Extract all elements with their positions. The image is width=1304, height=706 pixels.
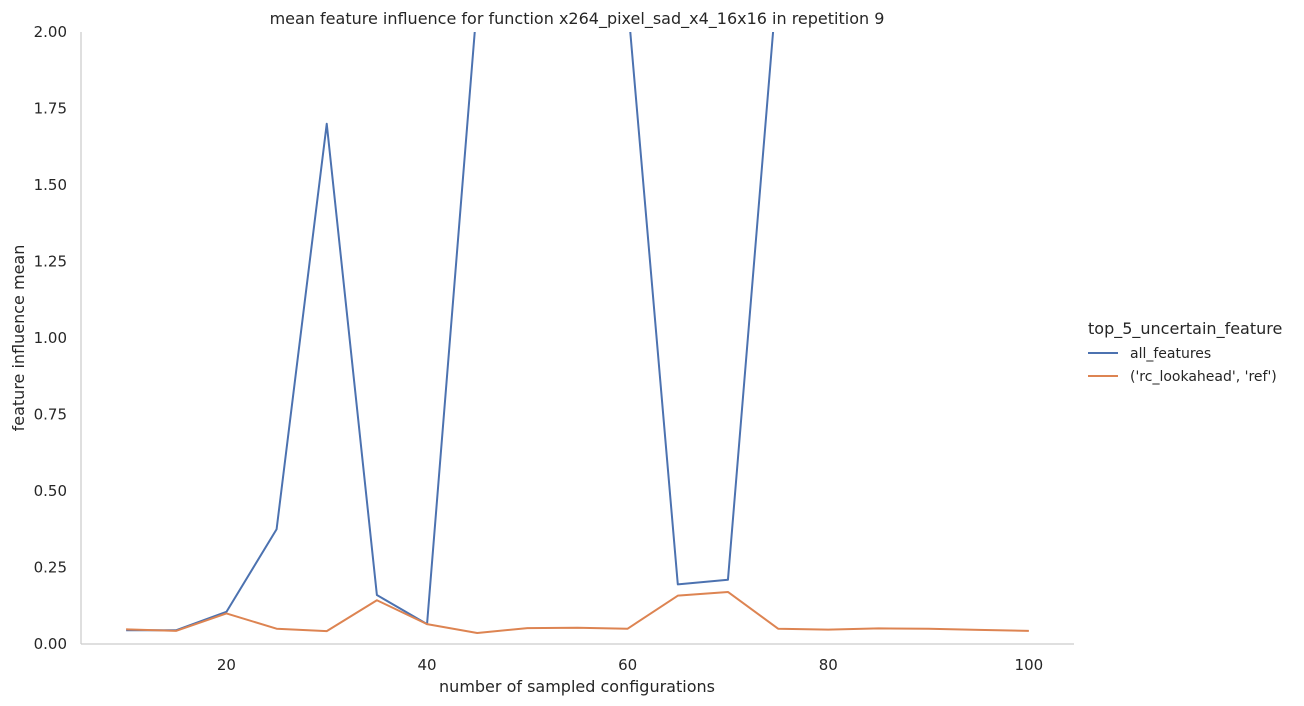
y-tick-label: 1.25 <box>34 253 67 271</box>
x-tick-label: 100 <box>1015 656 1044 674</box>
y-tick-label: 1.75 <box>34 100 67 118</box>
series-line-0 <box>126 32 775 632</box>
y-tick-label: 2.00 <box>34 23 67 41</box>
series-group <box>126 32 1029 634</box>
series-line-1 <box>126 590 1029 634</box>
legend-items: all_features ('rc_lookahead', 'ref') <box>1088 346 1277 385</box>
legend-label: all_features <box>1130 346 1211 362</box>
y-tick-label: 1.50 <box>34 176 67 194</box>
x-tick-label: 40 <box>417 656 436 674</box>
x-tick-label: 20 <box>217 656 236 674</box>
y-tick-label: 0.50 <box>34 482 67 500</box>
y-tick-label: 0.25 <box>34 559 67 577</box>
chart-title: mean feature influence for function x264… <box>270 9 885 29</box>
y-tick-label: 1.00 <box>34 329 67 347</box>
x-tick-label: 60 <box>618 656 637 674</box>
y-axis-label: feature influence mean <box>9 245 28 432</box>
legend-label: ('rc_lookahead', 'ref') <box>1130 369 1277 385</box>
y-axis-ticks: 0.00 0.25 0.50 0.75 1.00 1.25 1.50 1.75 2.00 <box>34 23 67 653</box>
y-tick-label: 0.75 <box>34 406 67 424</box>
legend: top_5_uncertain_feature all_features ('rc… <box>1088 319 1282 385</box>
x-axis-label: number of sampled configurations <box>439 677 715 696</box>
x-axis-ticks: 20 40 60 80 100 <box>217 656 1043 674</box>
y-tick-label: 0.00 <box>34 635 67 653</box>
x-tick-label: 80 <box>819 656 838 674</box>
legend-title: top_5_uncertain_feature <box>1088 319 1282 339</box>
